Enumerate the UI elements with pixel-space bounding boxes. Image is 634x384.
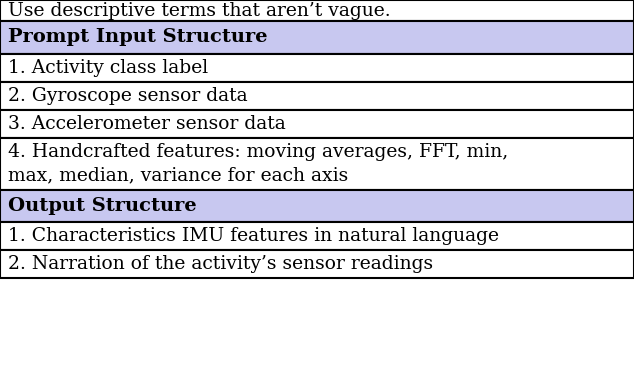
Text: Output Structure: Output Structure [8,197,197,215]
Bar [0,250,634,278]
Bar [0,0,634,21]
Text: 2. Gyroscope sensor data: 2. Gyroscope sensor data [8,87,247,105]
Bar [0,138,634,190]
Text: 3. Accelerometer sensor data: 3. Accelerometer sensor data [8,115,285,133]
Bar [0,222,634,250]
Text: Prompt Input Structure: Prompt Input Structure [8,28,267,46]
Text: Use descriptive terms that aren’t vague.: Use descriptive terms that aren’t vague. [8,2,391,20]
Bar [0,110,634,138]
Text: 4. Handcrafted features: moving averages, FFT, min,
max, median, variance for ea: 4. Handcrafted features: moving averages… [8,143,508,185]
Text: 1. Characteristics IMU features in natural language: 1. Characteristics IMU features in natur… [8,227,498,245]
Bar [0,21,634,54]
Bar [0,82,634,110]
Bar [0,190,634,222]
Text: 2. Narration of the activity’s sensor readings: 2. Narration of the activity’s sensor re… [8,255,433,273]
Bar [0,54,634,82]
Text: 1. Activity class label: 1. Activity class label [8,59,208,77]
